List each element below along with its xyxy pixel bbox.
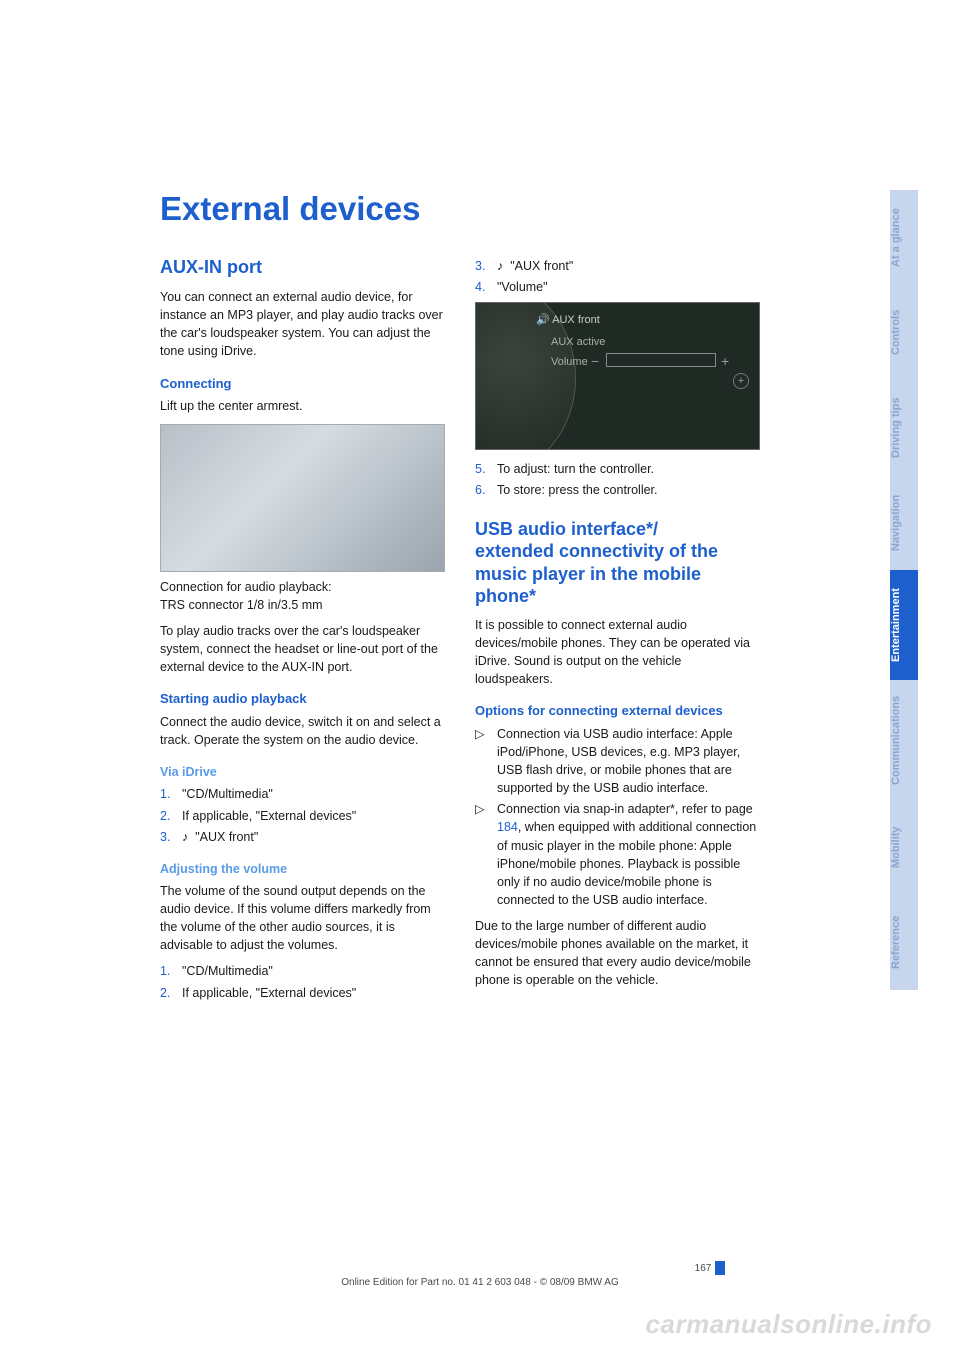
step-number: 2. [160, 807, 182, 825]
step-text: To store: press the controller. [497, 481, 658, 499]
usb-intro-text: It is possible to connect external audio… [475, 616, 760, 689]
list-item: 3.♪ "AUX front" [160, 828, 445, 846]
option-text: Connection via USB audio interface: Appl… [497, 725, 760, 798]
step-text: "Volume" [497, 278, 548, 296]
list-item: 6.To store: press the controller. [475, 481, 760, 499]
step-number: 1. [160, 962, 182, 980]
watermark-text: carmanualsonline.info [646, 1309, 932, 1340]
step-number: 3. [160, 828, 182, 846]
start-playback-text: Connect the audio device, switch it on a… [160, 713, 445, 749]
aux-intro-text: You can connect an external audio device… [160, 288, 445, 361]
tab-at-a-glance[interactable]: At a glance [890, 190, 918, 285]
step-text: ♪ "AUX front" [497, 257, 573, 275]
usb-note-text: Due to the large number of different aud… [475, 917, 760, 990]
step-number: 6. [475, 481, 497, 499]
side-tabs: At a glance Controls Driving tips Naviga… [890, 190, 918, 990]
step-number: 5. [475, 460, 497, 478]
footer-line: Online Edition for Part no. 01 41 2 603 … [0, 1277, 960, 1288]
list-item: 4."Volume" [475, 278, 760, 296]
screen-line-aux: AUX active [551, 335, 605, 351]
step-text: If applicable, "External devices" [182, 984, 356, 1002]
heading-usb-interface: USB audio interface*/ extended connectiv… [475, 518, 760, 608]
step-text: ♪ "AUX front" [182, 828, 258, 846]
step-number: 3. [475, 257, 497, 275]
step-number: 4. [475, 278, 497, 296]
page-number-marker [715, 1261, 725, 1275]
tab-controls[interactable]: Controls [890, 285, 918, 380]
list-item: 2.If applicable, "External devices" [160, 807, 445, 825]
heading-start-playback: Starting audio playback [160, 690, 445, 709]
list-item: 2.If applicable, "External devices" [160, 984, 445, 1002]
step-text: "CD/Multimedia" [182, 962, 273, 980]
content-columns: AUX-IN port You can connect an external … [160, 254, 870, 1008]
list-item: 5.To adjust: turn the controller. [475, 460, 760, 478]
tab-reference[interactable]: Reference [890, 895, 918, 990]
idrive-screenshot: 🔊 AUX front AUX active Volume − + + [475, 302, 760, 450]
speaker-icon: 🔊 [536, 314, 550, 326]
volume-steps-list: 1."CD/Multimedia" 2.If applicable, "Exte… [160, 962, 445, 1001]
screen-title: 🔊 AUX front [536, 313, 600, 329]
page-number: 167 [695, 1263, 712, 1274]
tab-communications[interactable]: Communications [890, 680, 918, 800]
step-text: To adjust: turn the controller. [497, 460, 654, 478]
options-list: ▷Connection via USB audio interface: App… [475, 725, 760, 909]
music-note-icon: ♪ [182, 830, 188, 844]
list-item: 1."CD/Multimedia" [160, 962, 445, 980]
screen-title-text: AUX front [552, 314, 600, 326]
list-item: 3.♪ "AUX front" [475, 257, 760, 275]
arrow-icon: ▷ [475, 725, 497, 798]
opt-b-pre: Connection via snap-in adapter*, refer t… [497, 802, 753, 816]
page-link[interactable]: 184 [497, 820, 518, 834]
page-footer: 167 Online Edition for Part no. 01 41 2 … [0, 1261, 960, 1288]
arrow-icon: ▷ [475, 800, 497, 909]
list-item: 1."CD/Multimedia" [160, 785, 445, 803]
connecting-text: Lift up the center armrest. [160, 397, 445, 415]
heading-adjust-volume: Adjusting the volume [160, 860, 445, 878]
circle-plus-icon: + [733, 373, 749, 389]
heading-connecting: Connecting [160, 375, 445, 394]
list-item: ▷Connection via snap-in adapter*, refer … [475, 800, 760, 909]
tab-navigation[interactable]: Navigation [890, 475, 918, 570]
heading-via-idrive: Via iDrive [160, 763, 445, 781]
step-text: If applicable, "External devices" [182, 807, 356, 825]
step-text-inner: "AUX front" [195, 830, 258, 844]
list-item: ▷Connection via USB audio interface: App… [475, 725, 760, 798]
opt-b-post: , when equipped with additional connecti… [497, 820, 756, 907]
page-title: External devices [160, 190, 870, 228]
tab-entertainment[interactable]: Entertainment [890, 570, 918, 680]
plus-icon: + [721, 351, 729, 371]
step-text-inner: "AUX front" [510, 259, 573, 273]
step-text: "CD/Multimedia" [182, 785, 273, 803]
right-column: 3.♪ "AUX front" 4."Volume" 🔊 AUX front A… [475, 254, 760, 1008]
connection-note: To play audio tracks over the car's loud… [160, 622, 445, 676]
tab-driving-tips[interactable]: Driving tips [890, 380, 918, 475]
step-number: 1. [160, 785, 182, 803]
heading-aux-port: AUX-IN port [160, 254, 445, 280]
step-number: 2. [160, 984, 182, 1002]
screen-line-volume: Volume [551, 355, 588, 371]
after-screen-steps: 5.To adjust: turn the controller. 6.To s… [475, 460, 760, 499]
heading-connect-options: Options for connecting external devices [475, 702, 760, 721]
armrest-image [160, 424, 445, 572]
volume-bar [606, 353, 716, 367]
music-note-icon: ♪ [497, 259, 503, 273]
volume-text: The volume of the sound output depends o… [160, 882, 445, 955]
idrive-steps-list: 1."CD/Multimedia" 2.If applicable, "Exte… [160, 785, 445, 845]
tab-mobility[interactable]: Mobility [890, 800, 918, 895]
left-column: AUX-IN port You can connect an external … [160, 254, 445, 1008]
connection-caption: Connection for audio playback: TRS conne… [160, 578, 445, 614]
continued-steps-list: 3.♪ "AUX front" 4."Volume" [475, 257, 760, 296]
page-number-block: 167 [695, 1261, 726, 1275]
option-text: Connection via snap-in adapter*, refer t… [497, 800, 760, 909]
minus-icon: − [591, 351, 599, 371]
manual-page: External devices AUX-IN port You can con… [0, 0, 960, 1358]
